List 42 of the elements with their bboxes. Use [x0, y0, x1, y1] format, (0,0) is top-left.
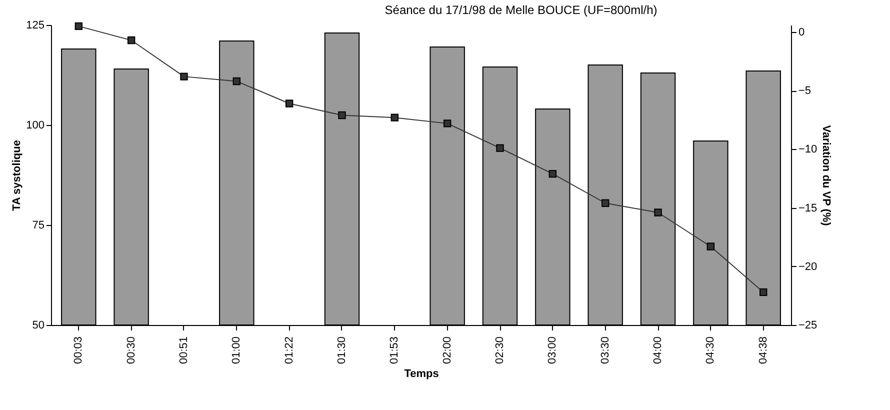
point: [443, 120, 452, 128]
point: [548, 170, 557, 178]
y-tick-label: 75: [32, 220, 44, 232]
point: [180, 72, 188, 80]
y2-axis-title: Variation du VP (%): [820, 125, 832, 226]
y2-tick-label: 0: [798, 26, 805, 39]
point: [74, 22, 83, 30]
point: [706, 242, 715, 250]
point: [232, 77, 241, 86]
point: [654, 208, 662, 216]
x-tick-label: 02:00: [441, 336, 454, 364]
point: [601, 199, 610, 207]
point: [496, 144, 504, 152]
y-tick-label: 125: [26, 20, 44, 32]
y-axis-title: TA systolique: [11, 140, 24, 211]
point: [338, 111, 346, 120]
x-tick-label: 01:30: [336, 336, 348, 364]
y2-tick-label: −5: [798, 85, 812, 98]
y2-tick-label: −20: [798, 260, 818, 273]
x-tick-label: 01:00: [230, 336, 243, 364]
x-tick-label: 02:30: [494, 336, 506, 364]
x-tick-label: 03:00: [546, 336, 559, 364]
x-tick-label: 00:03: [72, 336, 85, 364]
y-tick-label: 50: [32, 320, 44, 332]
y2-tick-label: −25: [798, 320, 818, 332]
y2-tick-label: −15: [798, 202, 818, 214]
x-tick-label: 04:30: [704, 336, 717, 364]
point: [759, 288, 768, 296]
x-tick-label: 04:38: [757, 336, 770, 364]
chart-title: Séance du 17/1/98 de Melle BOUCE (UF=800ml/h): [384, 3, 658, 17]
x-tick-label: 00:30: [125, 336, 138, 364]
x-axis-title: Temps: [404, 368, 439, 380]
x-tick-label: 04:00: [652, 336, 664, 364]
point: [127, 36, 136, 44]
point: [285, 100, 294, 108]
point: [390, 114, 399, 122]
y-tick-label: 100: [26, 120, 44, 132]
y2-tick-label: −10: [798, 144, 818, 156]
x-tick-label: 01:53: [388, 336, 401, 364]
x-tick-label: 00:51: [178, 336, 190, 364]
x-tick-label: 03:30: [599, 336, 612, 364]
x-tick-label: 01:22: [283, 336, 296, 364]
